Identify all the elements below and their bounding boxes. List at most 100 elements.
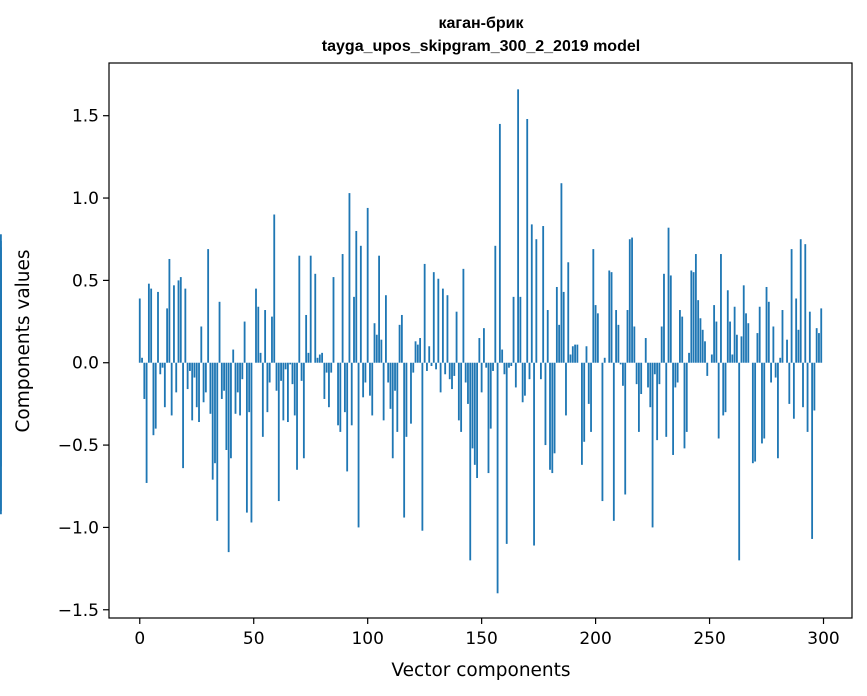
bar-89 [341,254,344,363]
bar-210 [617,324,620,363]
bar-6 [152,362,155,436]
bar-73 [305,314,308,363]
bar-235 [674,362,677,388]
bar-220 [640,362,643,395]
bar-244 [694,254,697,363]
bar-34 [216,362,219,521]
bar-147 [473,362,476,465]
x-tick-label: 0 [134,629,145,649]
bar-245 [697,300,700,363]
bar-132 [439,362,442,393]
bar-46 [243,321,246,363]
bar-196 [585,346,588,363]
bar-216 [631,237,633,363]
bar-212 [622,362,624,386]
bar-280 [777,362,779,459]
bar-277 [770,362,772,383]
bar-93 [350,362,353,426]
y-tick-label: 1.5 [72,107,99,127]
bar-151 [483,328,485,363]
bar-195 [583,362,586,442]
x-axis-label: Vector components [391,660,570,681]
bar-20 [184,288,187,363]
bar-112 [394,362,396,391]
bar-239 [683,362,686,449]
bar-259 [729,321,731,363]
bar-114 [398,324,401,363]
bar-48 [248,362,251,413]
bar-10 [161,362,164,368]
bar-265 [742,285,745,363]
x-tick-label: 50 [243,629,265,649]
bar-276 [767,301,770,363]
bar-77 [314,273,317,363]
y-tick-label: −1.0 [58,518,99,538]
bar-299 [820,308,823,363]
bar-108 [385,295,387,363]
bar-23 [191,362,194,421]
bar-8 [157,291,159,363]
bar-59 [273,214,276,363]
bar-121 [414,341,417,363]
bar-95 [355,230,358,363]
bar-213 [624,362,627,495]
bar-44 [239,362,241,416]
bar-290 [799,239,802,363]
bar-17 [177,280,180,363]
bar-137 [451,362,453,390]
bar-3 [145,362,148,483]
bar-61 [277,362,280,502]
bar-282 [781,310,784,363]
bar-56 [266,362,269,413]
bar-260 [731,354,734,363]
bar-134 [444,362,447,375]
bar-150 [480,362,483,393]
bar-21 [186,362,189,390]
bar-264 [740,336,743,363]
bar-179 [546,310,549,363]
x-tick-label: 200 [579,629,611,649]
bar-298 [818,333,820,363]
bar-288 [795,298,798,363]
bar-153 [487,362,490,474]
bar-122 [416,344,419,363]
bar-131 [437,278,440,363]
bar-69 [296,362,298,470]
bar-116 [403,362,406,518]
bar-211 [619,362,622,365]
bar-13 [168,258,171,363]
y-axis-label: Components values [13,249,34,432]
chart-title: каган-брик [439,15,525,32]
bar-54 [261,362,264,437]
bar-111 [391,362,394,459]
bar-251 [710,354,713,363]
bar-16 [175,362,178,393]
bar-284 [786,339,788,363]
bar-106 [380,339,383,363]
bar-74 [307,352,310,363]
bar-104 [375,334,378,363]
bar-248 [704,341,706,363]
bar-167 [519,296,522,363]
bar-218 [635,362,638,385]
bar-166 [517,89,520,363]
bar-289 [797,329,800,363]
bar-199 [592,249,595,363]
bar-257 [724,362,727,413]
bar-128 [430,362,433,367]
bar-267 [747,323,750,363]
bar-201 [596,313,599,363]
bar-96 [357,362,360,528]
bar-200 [594,305,597,363]
bar-171 [528,362,531,380]
bar-4 [147,283,150,363]
bar-101 [369,362,371,396]
bar-37 [223,362,225,391]
bar-238 [681,316,684,363]
bar-154 [489,362,492,429]
bar-99 [364,362,367,383]
x-tick-label: 100 [351,629,383,649]
bar-110 [389,362,392,409]
bar-242 [690,270,693,363]
bar-233 [669,275,672,363]
